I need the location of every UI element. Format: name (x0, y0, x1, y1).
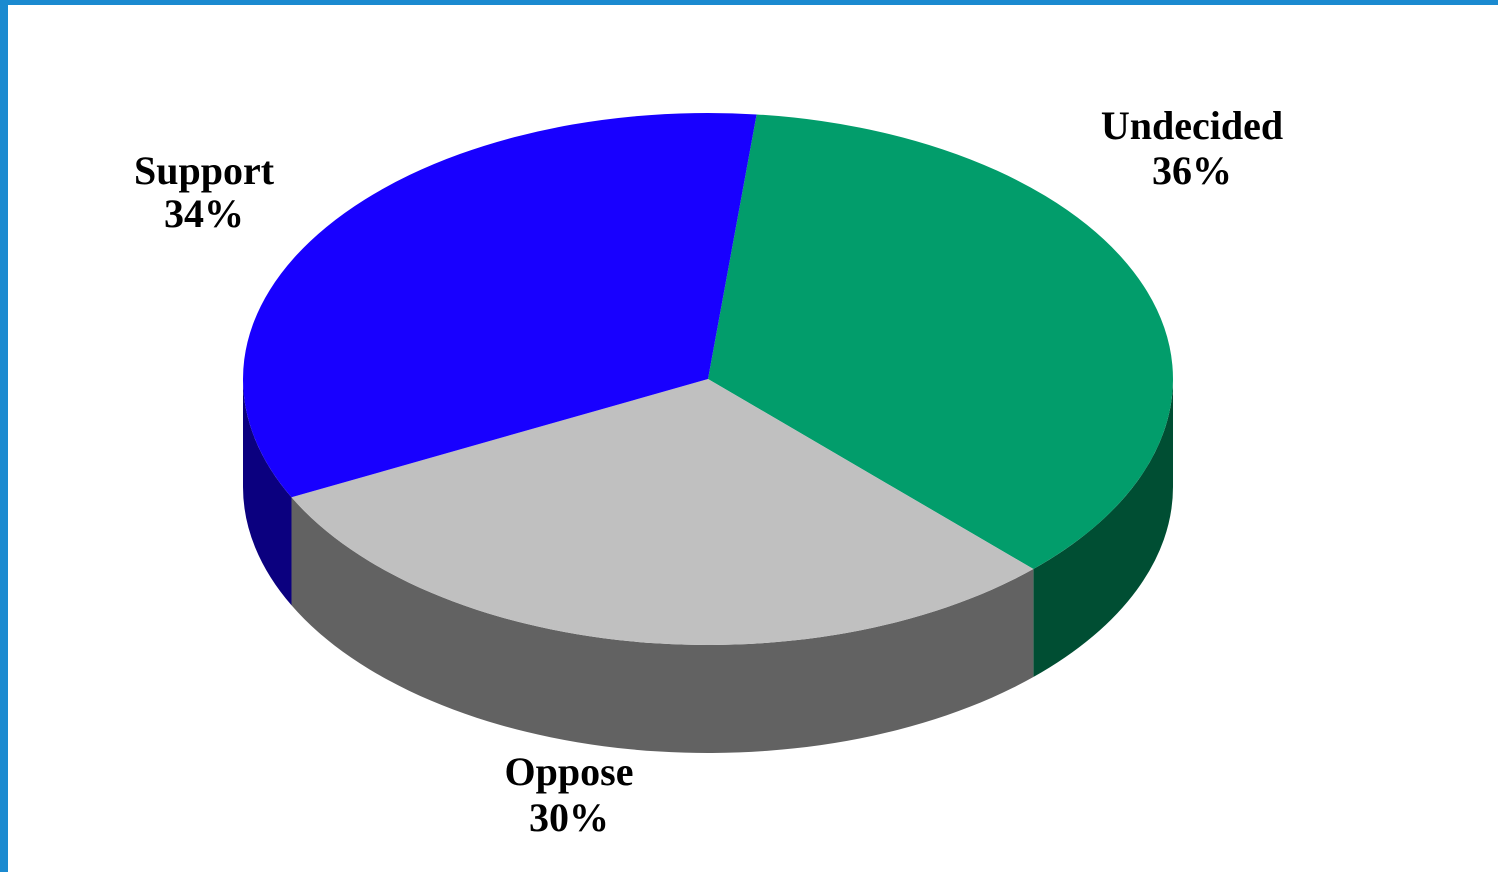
pie-side-support (243, 379, 292, 606)
slice-label-oppose-name: Oppose (505, 749, 634, 794)
slice-label-undecided-value: 36% (1152, 148, 1232, 193)
slice-label-oppose-value: 30% (529, 795, 609, 840)
pie-slice-oppose (291, 379, 1034, 645)
pie-side-undecided (1033, 379, 1173, 678)
pie-slice-support (242, 113, 757, 498)
pie-side-oppose (291, 497, 1034, 753)
chart-frame: Undecided 36% Oppose 30% Support 34% (8, 5, 1498, 872)
pie-chart: Undecided 36% Oppose 30% Support 34% (134, 103, 1283, 840)
pie-sides (243, 379, 1173, 753)
slice-label-support-name: Support (134, 148, 275, 193)
pie-slices (242, 113, 1174, 645)
slice-labels: Undecided 36% Oppose 30% Support 34% (134, 103, 1283, 840)
slice-label-undecided-name: Undecided (1101, 103, 1283, 148)
pie-slice-undecided (708, 114, 1174, 570)
slice-label-support-value: 34% (164, 191, 244, 236)
